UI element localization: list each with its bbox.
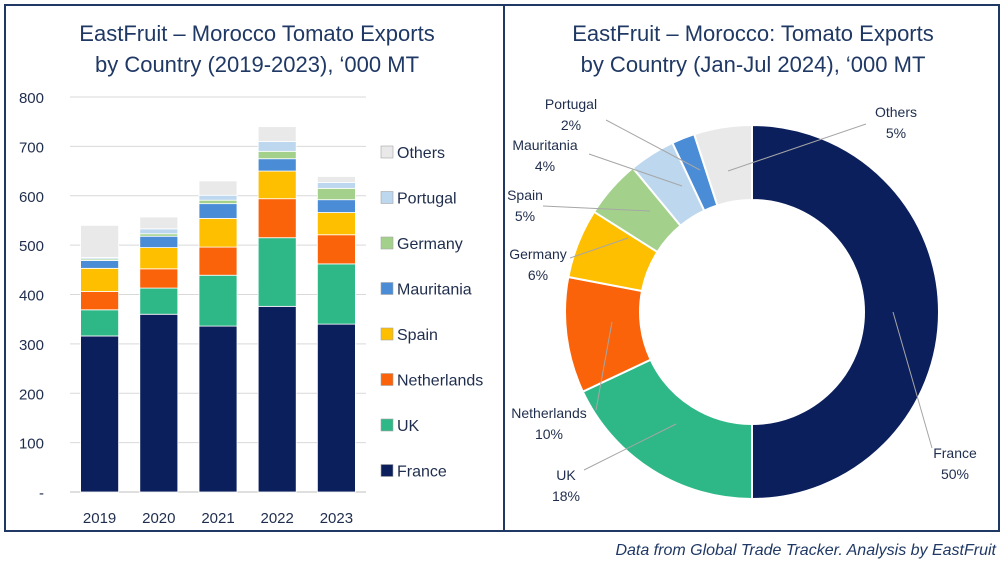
bar-segment-others [80, 224, 119, 258]
leader-line-germany [569, 237, 629, 259]
donut-chart-title-line-2: by Country (Jan-Jul 2024), ‘000 MT [580, 52, 926, 77]
donut-chart-title-line-1: EastFruit – Morocco: Tomato Exports [572, 21, 934, 46]
donut-slice-france [751, 123, 940, 501]
chart-frame [4, 4, 1000, 532]
x-tick-label: 2021 [201, 510, 234, 527]
leader-line-france [892, 311, 933, 449]
legend-label-france: France [397, 464, 447, 481]
slice-percent-label-uk: 18% [552, 488, 580, 504]
bar-segment-others [316, 176, 356, 183]
y-tick-label: 600 [19, 189, 44, 206]
y-tick-label: - [39, 485, 44, 502]
bar-segment-netherlands [316, 234, 356, 265]
bar-segment-spain [198, 218, 238, 248]
legend-label-portugal: Portugal [397, 191, 457, 208]
bar-segment-uk [316, 263, 356, 325]
bar-chart-title-line-1: EastFruit – Morocco Tomato Exports [79, 21, 435, 46]
slice-percent-label-mauritania: 4% [535, 158, 555, 174]
y-tick-label: 100 [19, 436, 44, 453]
bar-segment-france [257, 305, 297, 493]
slice-name-label-others: Others [875, 104, 917, 120]
bar-segment-others [139, 216, 179, 230]
x-tick-label: 2022 [261, 510, 294, 527]
y-tick-label: 700 [19, 139, 44, 156]
bar-segment-france [316, 323, 356, 493]
bar-chart-title-line-2: by Country (2019-2023), ‘000 MT [94, 52, 420, 77]
leader-line-uk [583, 423, 677, 471]
slice-name-label-france: France [933, 445, 977, 461]
slice-percent-label-spain: 5% [515, 208, 535, 224]
x-tick-label: 2023 [320, 510, 353, 527]
legend-label-uk: UK [397, 418, 420, 435]
legend-label-netherlands: Netherlands [397, 373, 483, 390]
bar-segment-netherlands [198, 246, 238, 276]
leader-line-portugal [605, 119, 701, 171]
bar-segment-others [257, 126, 297, 142]
leader-line-mauritania [588, 153, 683, 187]
source-footnote: Data from Global Trade Tracker. Analysis… [615, 542, 996, 559]
slice-percent-label-others: 5% [886, 125, 906, 141]
donut-slice-others [692, 123, 753, 207]
legend-label-others: Others [397, 145, 445, 162]
y-tick-label: 800 [19, 90, 44, 107]
y-tick-label: 400 [19, 288, 44, 305]
slice-name-label-portugal: Portugal [545, 96, 597, 112]
legend-label-germany: Germany [397, 236, 463, 253]
legend-swatch-others [380, 145, 394, 159]
bar-segment-spain [257, 170, 297, 200]
legend-swatch-mauritania [380, 282, 394, 295]
slice-percent-label-germany: 6% [528, 267, 548, 283]
slice-percent-label-netherlands: 10% [535, 426, 563, 442]
slice-name-label-germany: Germany [509, 246, 567, 262]
legend-label-mauritania: Mauritania [397, 282, 472, 299]
donut-chart-title: EastFruit – Morocco: Tomato Exports by C… [508, 18, 998, 80]
bar-segment-france [139, 313, 179, 493]
legend-swatch-germany [380, 236, 394, 250]
legend-swatch-france [380, 464, 394, 477]
slice-name-label-mauritania: Mauritania [512, 137, 578, 153]
legend-label-spain: Spain [397, 327, 438, 344]
panel-divider [503, 4, 505, 532]
y-tick-label: 500 [19, 238, 44, 255]
bar-segment-uk [198, 274, 238, 327]
bar-chart-title: EastFruit – Morocco Tomato Exports by Co… [14, 18, 500, 80]
bar-segment-others [198, 180, 238, 196]
legend-swatch-uk [380, 418, 394, 432]
slice-percent-label-portugal: 2% [561, 117, 581, 133]
y-tick-label: 200 [19, 386, 44, 403]
legend-swatch-portugal [380, 191, 394, 204]
bar-segment-france [80, 335, 119, 493]
slice-name-label-netherlands: Netherlands [511, 405, 587, 421]
bar-segment-france [198, 325, 238, 493]
leader-line-netherlands [595, 321, 613, 411]
slice-percent-label-france: 50% [941, 466, 969, 482]
slice-name-label-spain: Spain [507, 187, 543, 203]
legend-swatch-spain [380, 327, 394, 341]
bar-segment-uk [257, 237, 297, 307]
x-tick-label: 2019 [83, 510, 116, 527]
x-tick-label: 2020 [142, 510, 175, 527]
leader-line-spain [542, 205, 651, 212]
slice-name-label-uk: UK [556, 467, 576, 483]
y-tick-label: 300 [19, 337, 44, 354]
legend-swatch-netherlands [380, 373, 394, 386]
leader-line-others [727, 123, 867, 172]
bar-segment-netherlands [257, 198, 297, 239]
